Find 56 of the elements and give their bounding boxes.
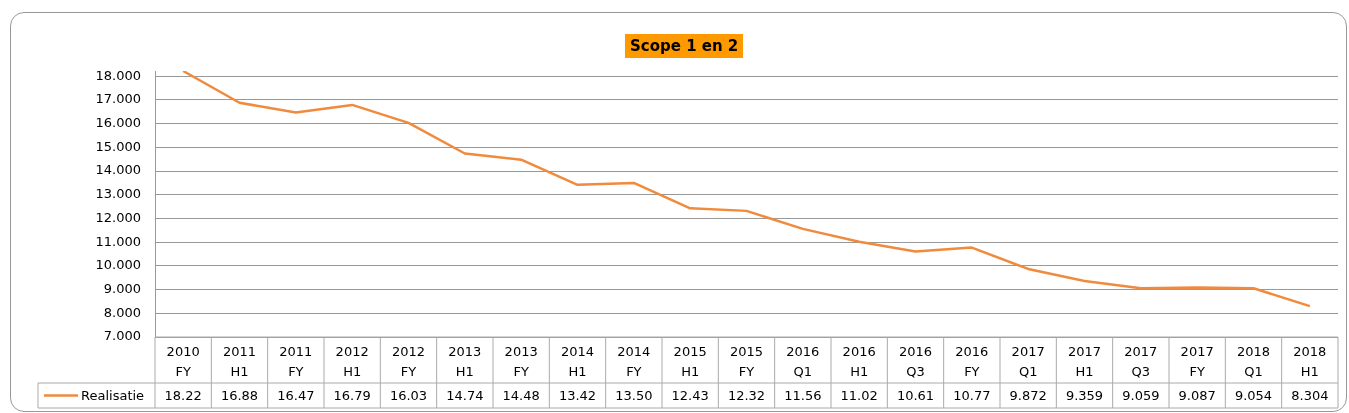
data-label: 16.03 <box>389 387 428 403</box>
x-tick-label: 2012 FY <box>391 344 426 379</box>
data-label: 9.359 <box>1065 387 1104 403</box>
data-label: 16.79 <box>333 387 371 403</box>
data-label: 14.74 <box>446 387 484 403</box>
data-label: 10.61 <box>896 387 935 403</box>
data-label: 12.43 <box>671 387 709 403</box>
y-tick-label: 15.000 <box>95 138 141 154</box>
data-label: 9.059 <box>1122 387 1160 403</box>
x-tick-label: 2013 H1 <box>448 344 482 379</box>
x-tick-label: 2016 FY <box>955 344 989 379</box>
y-tick-label: 9.000 <box>103 280 141 296</box>
legend-label: Realisatie <box>81 387 145 403</box>
x-tick-label: 2017 Q1 <box>1011 344 1045 379</box>
x-tick-label: 2018 H1 <box>1293 344 1327 379</box>
data-label: 13.50 <box>615 387 653 403</box>
x-tick-label: 2010 FY <box>166 344 200 379</box>
data-label: 12.32 <box>727 387 766 403</box>
y-tick-label: 11.000 <box>95 233 141 249</box>
y-tick-label: 16.000 <box>95 115 141 131</box>
chart-title: Scope 1 en 2 <box>625 34 744 58</box>
x-tick-label: 2012 H1 <box>335 344 369 379</box>
y-tick-label: 14.000 <box>95 162 141 178</box>
data-label: 9.087 <box>1178 387 1216 403</box>
x-tick-label: 2015 FY <box>729 344 764 379</box>
x-tick-label: 2011 H1 <box>222 344 257 379</box>
x-tick-label: 2016 Q1 <box>786 344 820 379</box>
y-tick-label: 13.000 <box>95 186 141 202</box>
data-label: 9.872 <box>1009 387 1047 403</box>
data-label: 9.054 <box>1234 387 1273 403</box>
y-tick-label: 8.000 <box>103 304 141 320</box>
x-tick-label: 2017 Q3 <box>1124 344 1158 379</box>
data-label: 16.47 <box>277 387 315 403</box>
x-tick-label: 2015 H1 <box>673 344 707 379</box>
data-label: 16.88 <box>220 387 259 403</box>
data-label: 11.02 <box>840 387 878 403</box>
x-tick-label: 2013 FY <box>504 344 538 379</box>
x-tick-label: 2016 H1 <box>842 344 876 379</box>
x-tick-label: 2014 FY <box>617 344 651 379</box>
data-label: 18.22 <box>164 387 202 403</box>
data-label: 13.42 <box>558 387 597 403</box>
y-tick-label: 7.000 <box>103 328 141 344</box>
y-tick-label: 10.000 <box>95 257 141 273</box>
data-label: 10.77 <box>953 387 991 403</box>
y-tick-label: 18.000 <box>95 67 141 83</box>
data-label: 11.56 <box>784 387 822 403</box>
x-tick-label: 2011 FY <box>279 344 313 379</box>
y-tick-label: 17.000 <box>95 91 141 107</box>
x-tick-label: 2018 Q1 <box>1236 344 1271 379</box>
data-label: 8.304 <box>1291 387 1329 403</box>
x-tick-label: 2017 H1 <box>1067 344 1102 379</box>
x-tick-label: 2017 FY <box>1180 344 1214 379</box>
x-tick-label: 2014 H1 <box>560 344 595 379</box>
x-tick-label: 2016 Q3 <box>898 344 933 379</box>
data-label: 14.48 <box>502 387 540 403</box>
y-tick-label: 12.000 <box>95 209 141 225</box>
